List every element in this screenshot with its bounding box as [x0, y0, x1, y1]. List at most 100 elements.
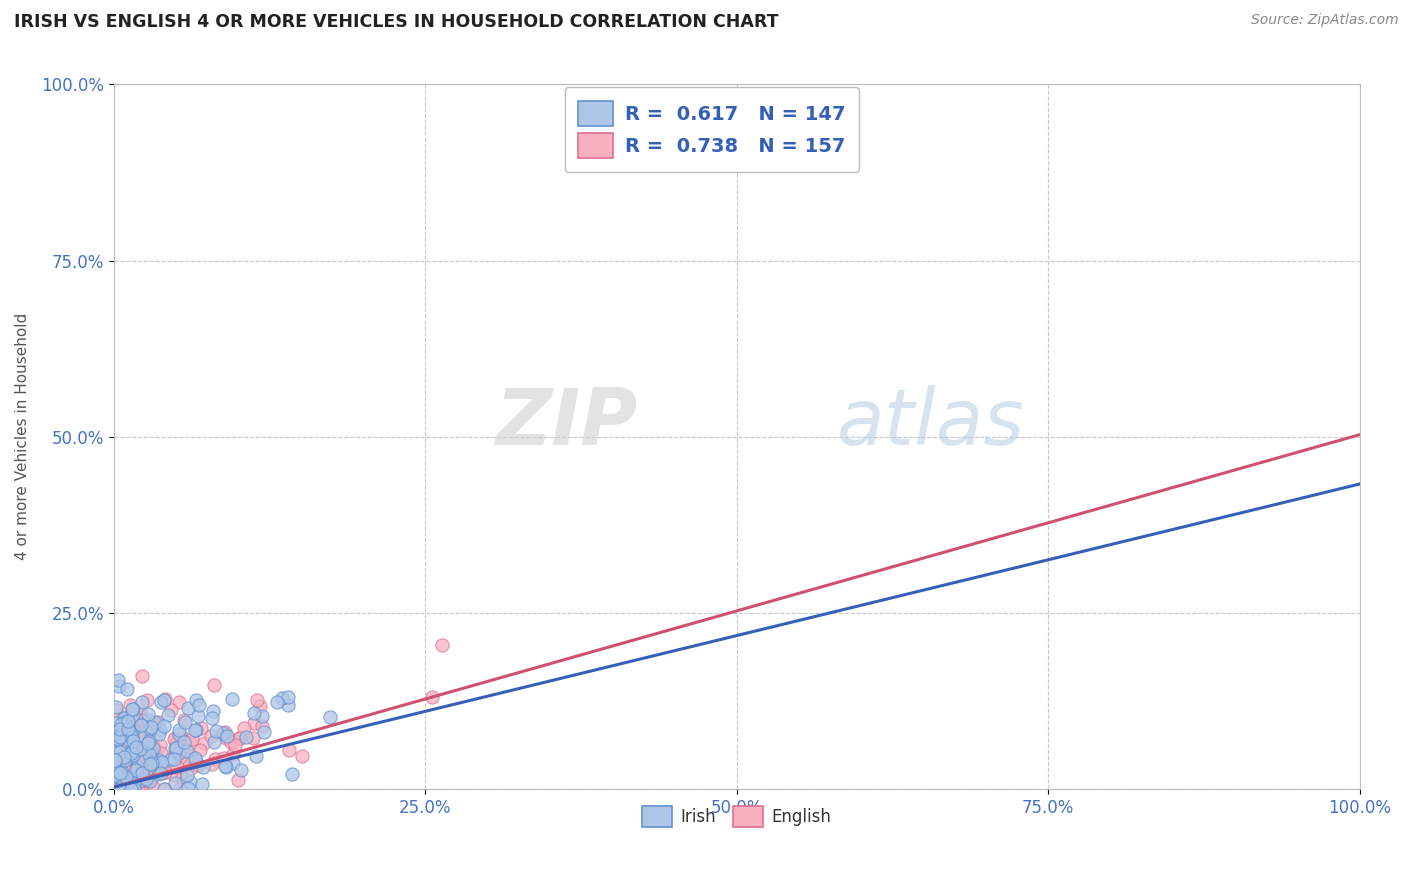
Point	[105, 761, 128, 775]
Point	[115, 781, 138, 796]
Point	[149, 756, 172, 771]
Point	[112, 736, 135, 750]
Point	[131, 668, 153, 682]
Point	[129, 781, 152, 796]
Point	[110, 745, 132, 759]
Point	[120, 781, 142, 796]
Point	[110, 727, 132, 741]
Point	[176, 780, 198, 795]
Point	[131, 713, 153, 727]
Point	[120, 772, 142, 786]
Point	[165, 736, 187, 750]
Point	[120, 731, 142, 746]
Text: Source: ZipAtlas.com: Source: ZipAtlas.com	[1251, 13, 1399, 28]
Point	[105, 758, 128, 772]
Point	[122, 747, 145, 762]
Point	[172, 771, 194, 785]
Point	[166, 760, 188, 774]
Point	[105, 763, 128, 777]
Point	[118, 715, 141, 730]
Point	[148, 767, 170, 781]
Point	[177, 701, 200, 715]
Point	[148, 753, 170, 767]
Text: IRISH VS ENGLISH 4 OR MORE VEHICLES IN HOUSEHOLD CORRELATION CHART: IRISH VS ENGLISH 4 OR MORE VEHICLES IN H…	[14, 13, 779, 31]
Point	[219, 735, 242, 749]
Point	[110, 751, 132, 765]
Point	[111, 754, 134, 768]
Point	[176, 768, 198, 782]
Point	[104, 770, 127, 784]
Point	[153, 719, 176, 733]
Point	[118, 716, 141, 731]
Point	[131, 713, 153, 727]
Point	[111, 777, 134, 791]
Point	[105, 741, 128, 756]
Point	[242, 731, 264, 746]
Point	[120, 781, 142, 796]
Point	[163, 731, 186, 746]
Point	[215, 731, 238, 746]
Point	[187, 698, 209, 712]
Point	[125, 760, 148, 774]
Point	[184, 750, 207, 764]
Point	[228, 731, 250, 746]
Point	[160, 752, 183, 766]
Point	[134, 729, 156, 743]
Point	[118, 781, 141, 796]
Point	[146, 764, 169, 778]
Point	[122, 771, 145, 785]
Point	[110, 781, 132, 796]
Point	[129, 729, 152, 743]
Point	[169, 727, 191, 741]
Point	[111, 723, 134, 738]
Point	[125, 731, 148, 746]
Point	[169, 750, 191, 764]
Point	[104, 740, 127, 755]
Point	[142, 739, 165, 754]
Point	[142, 750, 165, 764]
Point	[124, 738, 146, 752]
Point	[245, 749, 267, 764]
Point	[120, 757, 142, 772]
Point	[105, 773, 128, 788]
Point	[181, 731, 204, 746]
Point	[277, 690, 299, 704]
Point	[136, 713, 159, 727]
Point	[122, 702, 145, 716]
Point	[118, 738, 141, 752]
Point	[121, 772, 143, 787]
Point	[145, 751, 167, 765]
Point	[319, 710, 342, 724]
Point	[127, 769, 149, 783]
Point	[136, 774, 159, 789]
Point	[118, 722, 141, 736]
Point	[250, 709, 273, 723]
Point	[183, 723, 205, 737]
Point	[167, 695, 190, 709]
Point	[152, 755, 174, 769]
Point	[127, 774, 149, 789]
Point	[201, 757, 224, 772]
Point	[139, 723, 162, 737]
Point	[108, 781, 131, 796]
Point	[277, 698, 299, 712]
Point	[104, 753, 127, 767]
Point	[120, 723, 142, 738]
Point	[149, 723, 172, 737]
Point	[150, 695, 173, 709]
Point	[129, 773, 152, 788]
Point	[114, 711, 136, 725]
Point	[143, 747, 166, 761]
Point	[122, 723, 145, 737]
Point	[146, 761, 169, 775]
Point	[176, 743, 198, 757]
Point	[120, 746, 142, 760]
Point	[132, 768, 155, 782]
Point	[114, 753, 136, 767]
Point	[112, 749, 135, 764]
Point	[120, 781, 142, 796]
Point	[163, 768, 186, 782]
Point	[129, 718, 152, 732]
Point	[104, 732, 127, 747]
Point	[122, 734, 145, 748]
